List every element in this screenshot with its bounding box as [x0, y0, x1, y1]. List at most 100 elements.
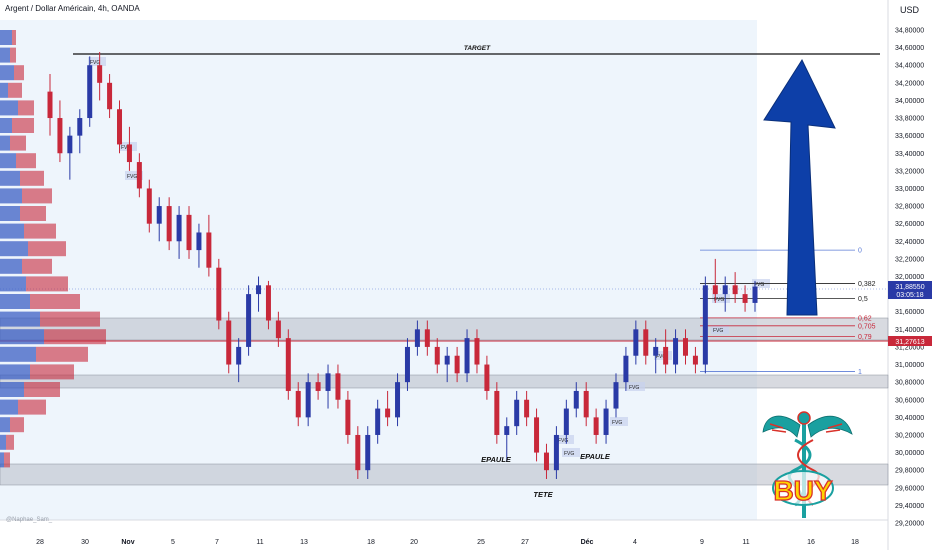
volume-bar-up [0, 223, 24, 239]
red-level-value: 31,27613 [895, 339, 924, 346]
x-tick-label: 16 [807, 539, 815, 546]
candle-body [365, 434, 371, 471]
volume-bar-down [14, 65, 24, 81]
volume-bar-down [44, 329, 106, 345]
volume-bar-down [40, 311, 100, 327]
volume-bar-up [0, 276, 26, 292]
volume-bar-down [18, 399, 46, 415]
candle-body [136, 162, 142, 189]
y-tick-label: 30,20000 [895, 432, 924, 439]
x-tick-label: 11 [256, 539, 263, 546]
candle-body [226, 320, 232, 365]
y-tick-label: 30,80000 [895, 380, 924, 387]
volume-bar-down [30, 294, 80, 309]
candle-body [454, 355, 460, 374]
y-tick-label: 33,60000 [895, 133, 924, 140]
fvg-label: FVG [714, 297, 724, 303]
candle-body [593, 417, 599, 435]
price-axis[interactable]: 34,80000 34,60000 34,40000 34,20000 34,00000… [895, 28, 924, 528]
y-tick-label: 29,60000 [895, 485, 924, 492]
x-tick-label: 28 [36, 539, 44, 546]
candle-body [375, 408, 381, 435]
price-axis-panel[interactable] [888, 0, 932, 550]
candle-body [97, 65, 103, 83]
y-tick-label: 34,00000 [895, 98, 924, 105]
fvg-box [556, 435, 574, 444]
volume-bar-down [12, 30, 16, 45]
candle-body [385, 408, 391, 418]
currency-label[interactable]: USD [900, 5, 920, 15]
candle-body [732, 285, 738, 295]
candle-body [47, 91, 53, 119]
candle-body [355, 434, 361, 471]
candle-body [166, 206, 172, 242]
candle-body [414, 329, 420, 347]
candle-body [742, 294, 748, 303]
fvg-box [562, 448, 580, 457]
volume-bar-down [24, 223, 56, 239]
volume-bar-up [0, 258, 22, 274]
x-tick-label: 27 [521, 539, 529, 546]
candle-body [265, 285, 271, 321]
fvg-label: FVG [121, 145, 131, 151]
candle-body [712, 285, 718, 295]
y-tick-label: 32,40000 [895, 239, 924, 246]
fvg-box [125, 171, 143, 180]
volume-bar-down [6, 434, 14, 450]
candle-body [57, 118, 63, 154]
fib-level-label: 1 [858, 369, 862, 376]
x-tick-label: Nov [121, 539, 134, 546]
y-tick-label: 32,20000 [895, 256, 924, 263]
x-tick-label: 7 [215, 539, 219, 546]
volume-bar-down [10, 135, 26, 151]
y-tick-label: 30,00000 [895, 450, 924, 457]
candle-body [156, 206, 162, 224]
target-label: TARGET [464, 45, 491, 52]
candle-body [434, 346, 440, 365]
y-tick-label: 34,40000 [895, 63, 924, 70]
buy-caduceus-logo: BUY [762, 411, 853, 518]
candle-body [186, 214, 192, 251]
candle-body [77, 118, 83, 136]
candle-body [246, 294, 252, 347]
chart-shade-panel [0, 20, 757, 520]
volume-bar-up [0, 206, 20, 221]
candle-body [583, 390, 589, 418]
volume-bar-up [0, 364, 30, 380]
y-tick-label: 33,80000 [895, 116, 924, 123]
volume-bar-up [0, 100, 18, 116]
y-tick-label: 33,40000 [895, 151, 924, 158]
time-axis[interactable]: 28 30 Nov 5 7 11 13 18 20 25 27 Déc 4 9 11 16 18 [36, 539, 859, 546]
candle-body [315, 382, 321, 391]
x-tick-label: 30 [81, 539, 89, 546]
candle-body [613, 382, 619, 409]
volume-bar-down [4, 452, 10, 468]
volume-bar-down [16, 153, 36, 169]
fib-level-label: 0,5 [858, 296, 868, 303]
x-tick-label: 25 [477, 539, 485, 546]
volume-profile [0, 30, 106, 468]
chart-title: Argent / Dollar Américain, 4h, OANDA [5, 4, 140, 13]
volume-bar-up [0, 135, 10, 151]
y-tick-label: 31,20000 [895, 344, 924, 351]
x-tick-label: 9 [700, 539, 704, 546]
current-price-badge: 31,88550 03:05:18 [888, 281, 932, 299]
fvg-label: FVG [127, 174, 137, 180]
watermark: @Naphae_Sam_ [6, 517, 53, 523]
volume-bar-up [0, 82, 8, 98]
volume-bar-down [10, 417, 24, 433]
fvg-box [88, 57, 106, 66]
candle-body [107, 82, 113, 110]
volume-bar-up [0, 30, 12, 45]
y-tick-label: 34,20000 [895, 80, 924, 87]
fibonacci-retracement: 0 0,382 0,5 0,620,705 0,79 1 [700, 248, 876, 376]
fvg-label: FVG [754, 282, 764, 288]
y-tick-label: 31,60000 [895, 309, 924, 316]
y-tick-label: 34,60000 [895, 45, 924, 52]
x-tick-label: 13 [300, 539, 308, 546]
candle-body [196, 232, 202, 251]
volume-bar-down [22, 188, 52, 204]
fvg-label: FVG [558, 438, 568, 444]
fvg-label: FVG [656, 354, 666, 360]
candle-body [484, 364, 490, 391]
